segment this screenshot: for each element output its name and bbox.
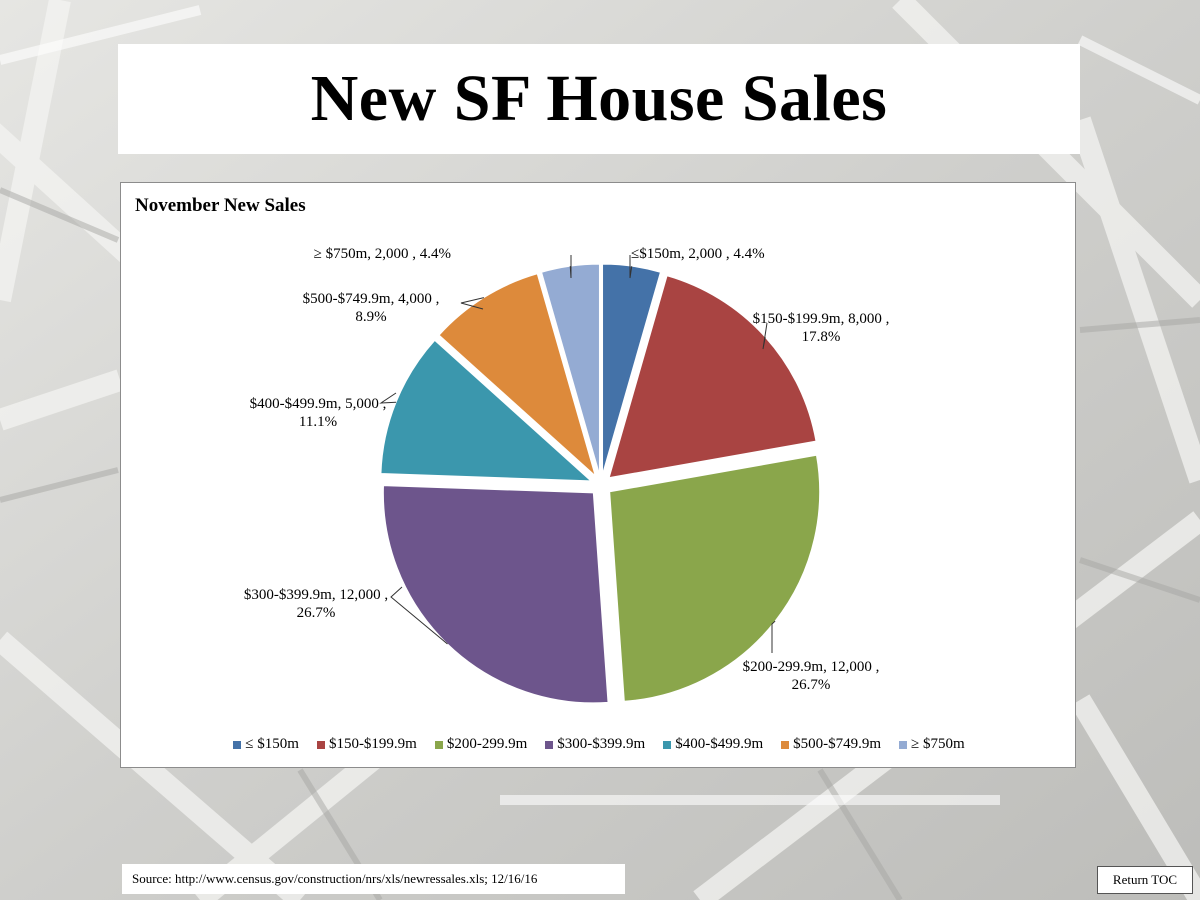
chart-legend: ≤ $150m $150-$199.9m $200-299.9m $300-$399.…: [121, 736, 1077, 753]
legend-item: $200-299.9m: [434, 736, 528, 753]
source-note: Source: http://www.census.gov/constructi…: [122, 864, 625, 894]
legend-swatch: [663, 740, 672, 749]
data-label: ≤$150m, 2,000 , 4.4%: [631, 246, 765, 262]
return-toc-button[interactable]: Return TOC: [1097, 866, 1193, 894]
legend-label: $400-$499.9m: [675, 736, 764, 752]
legend-label: $200-299.9m: [446, 736, 528, 752]
data-label: $300-$399.9m, 12,000 , 26.7%: [244, 587, 388, 621]
chart-title: November New Sales: [135, 195, 306, 216]
pie-slice: [609, 454, 821, 702]
legend-label: $150-$199.9m: [328, 736, 417, 752]
leader-line: [629, 255, 633, 279]
legend-swatch: [545, 740, 554, 749]
legend-swatch: [781, 740, 790, 749]
pie-slice: [380, 339, 593, 482]
page-title: New SF House Sales: [310, 62, 888, 135]
legend-label: ≥ $750m: [911, 736, 965, 752]
legend-label: $300-$399.9m: [557, 736, 646, 752]
chart-panel: November New Sales ≤$150m, 2,000 , 4.4% $…: [120, 182, 1076, 768]
data-label: ≥ $750m, 2,000 , 4.4%: [314, 246, 451, 262]
legend-label: ≤ $150m: [245, 736, 299, 752]
legend-swatch: [899, 740, 908, 749]
data-label: $200-299.9m, 12,000 , 26.7%: [743, 659, 880, 693]
data-label: $400-$499.9m, 5,000 , 11.1%: [250, 396, 387, 430]
legend-item: ≤ $150m: [233, 736, 299, 753]
data-label: $150-$199.9m, 8,000 , 17.8%: [753, 311, 890, 345]
pie-slice: [382, 485, 609, 704]
leader-line: [460, 297, 485, 310]
legend-item: $400-$499.9m: [663, 736, 763, 753]
leader-line: [569, 255, 572, 279]
legend-swatch: [233, 740, 242, 749]
leader-line: [762, 322, 768, 350]
legend-swatch: [316, 740, 325, 749]
leader-line: [379, 392, 397, 404]
legend-item: $500-$749.9m: [781, 736, 881, 753]
legend-swatch: [434, 740, 443, 749]
title-panel: New SF House Sales: [118, 44, 1080, 154]
legend-label: $500-$749.9m: [793, 736, 882, 752]
legend-item: ≥ $750m: [899, 736, 965, 753]
leader-line: [771, 620, 776, 653]
legend-item: $150-$199.9m: [316, 736, 417, 753]
data-label: $500-$749.9m, 4,000 , 8.9%: [303, 291, 440, 325]
leader-line: [390, 586, 448, 645]
pie-chart: ≤$150m, 2,000 , 4.4% $150-$199.9m, 8,000 …: [244, 246, 890, 704]
legend-item: $300-$399.9m: [545, 736, 645, 753]
